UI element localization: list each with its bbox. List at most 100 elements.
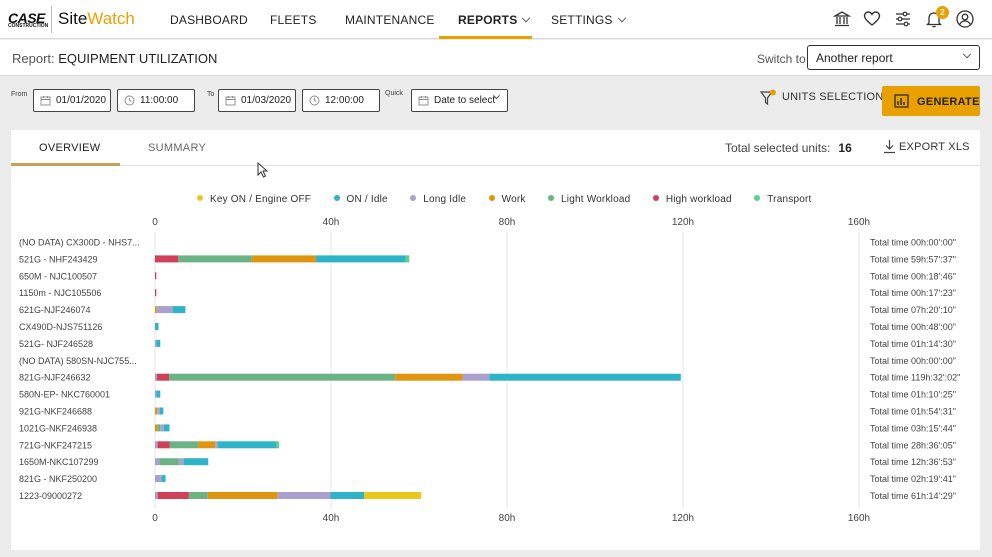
bar-segment: [156, 390, 161, 398]
tab-active-indicator: [11, 163, 120, 166]
nav-fleets[interactable]: FLEETS: [270, 13, 317, 27]
bar-segment: [178, 458, 184, 466]
legend-work[interactable]: Work: [488, 194, 526, 205]
switch-report-value: Another report: [816, 51, 893, 65]
legend-label: Work: [501, 194, 526, 205]
sitewatch-logo[interactable]: SiteWatch: [58, 9, 135, 29]
x-tick-label-bottom: 160h: [848, 513, 870, 524]
legend-dot: [410, 195, 417, 201]
total-time-label: Total time 00h:17':23": [870, 288, 956, 298]
bar-segment: [155, 255, 179, 263]
x-tick-label-bottom: 0: [152, 513, 158, 524]
quick-select[interactable]: Date to select: [411, 89, 508, 112]
total-time-label: Total time 28h:36':05": [870, 440, 956, 450]
clock-icon: [309, 95, 320, 106]
from-time-input[interactable]: 11:00:00: [117, 89, 195, 112]
bar-segment: [155, 475, 162, 483]
to-date-input[interactable]: 01/03/2020: [218, 89, 296, 112]
legend-label: Long Idle: [423, 194, 467, 205]
bar-segment: [157, 407, 160, 415]
legend-label: ON / Idle: [346, 194, 388, 205]
filter-icon: [760, 89, 776, 106]
export-xls-button[interactable]: EXPORT XLS: [883, 140, 970, 154]
tab-summary[interactable]: SUMMARY: [148, 142, 207, 154]
x-tick-label-bottom: 120h: [672, 513, 694, 524]
generate-button[interactable]: GENERATE: [882, 86, 980, 116]
sitewatch-logo-site: Site: [58, 9, 88, 28]
bank-icon[interactable]: [832, 9, 852, 29]
report-card: OVERVIEW SUMMARY Total selected units: 16…: [11, 130, 980, 550]
bar-segment: [155, 373, 157, 381]
bar-segment: [157, 492, 189, 499]
from-date-input[interactable]: 01/01/2020: [33, 89, 111, 112]
bar-segment: [395, 373, 463, 381]
bar-segment: [155, 441, 158, 449]
export-xls-label: EXPORT XLS: [899, 141, 970, 153]
total-units-value: 16: [838, 141, 852, 155]
switch-report-select[interactable]: Another report: [807, 45, 980, 70]
legend-transport[interactable]: Transport: [754, 194, 811, 205]
unit-label: 1650M-NKC107299: [19, 457, 99, 467]
bar-segment: [155, 323, 159, 330]
report-title-name: EQUIPMENT UTILIZATION: [58, 51, 218, 66]
units-selection-button[interactable]: UNITS SELECTION: [760, 89, 883, 106]
to-time-input[interactable]: 12:00:00: [302, 89, 380, 112]
report-title: Report: EQUIPMENT UTILIZATION: [12, 51, 217, 66]
report-title-label: Report:: [12, 51, 55, 66]
user-icon[interactable]: [955, 9, 975, 29]
chevron-down-icon: [617, 13, 626, 23]
bar-segment: [159, 407, 164, 415]
unit-label: 1223-09000272: [19, 491, 82, 501]
notification-badge: 2: [936, 6, 949, 19]
legend-on-idle[interactable]: ON / Idle: [333, 194, 388, 205]
bar-segment: [215, 441, 218, 449]
bar-segment: [364, 492, 422, 499]
legend-dot: [488, 195, 495, 201]
top-nav: CASE CONSTRUCTION SiteWatch DASHBOARD FL…: [0, 0, 992, 39]
nav-settings-label: SETTINGS: [551, 13, 613, 27]
chevron-down-icon: [522, 13, 531, 23]
heart-icon[interactable]: [862, 9, 882, 29]
bar-segment: [155, 407, 158, 415]
bar-segment: [155, 272, 157, 280]
total-time-label: Total time 61h:14':29": [870, 491, 956, 501]
bar-segment: [157, 441, 170, 449]
bar-segment: [169, 373, 396, 381]
nav-settings[interactable]: SETTINGS: [551, 13, 626, 27]
report-header: Report: EQUIPMENT UTILIZATION Switch to …: [0, 40, 992, 76]
unit-label: (NO DATA) CX300D - NHS7...: [19, 238, 140, 248]
unit-label: 521G - NHF243429: [19, 254, 98, 264]
bar-segment: [172, 306, 186, 314]
to-label: To: [207, 91, 215, 98]
total-time-label: Total time 119h:32':02": [870, 373, 960, 383]
bar-segment: [159, 458, 179, 466]
bar-segment: [160, 424, 164, 432]
bar-segment: [330, 492, 364, 499]
from-date-value: 01/01/2020: [56, 95, 107, 106]
case-logo[interactable]: CASE CONSTRUCTION: [8, 10, 48, 29]
case-logo-text: CASE: [8, 10, 45, 26]
x-tick-label-top: 160h: [848, 217, 870, 228]
unit-label: 721G-NKF247215: [19, 440, 92, 450]
nav-reports-label: REPORTS: [458, 13, 518, 27]
legend-high-workload[interactable]: High workload: [652, 194, 732, 205]
tab-overview[interactable]: OVERVIEW: [39, 142, 101, 154]
bar-segment: [155, 458, 160, 466]
calendar-icon: [418, 96, 429, 106]
unit-label: 821G - NKF250200: [19, 474, 97, 484]
legend-key-on[interactable]: Key ON / Engine OFF: [197, 194, 311, 205]
nav-maintenance[interactable]: MAINTENANCE: [345, 13, 435, 27]
utilization-chart: 0 0 40h 40h 80h 80h 120h 120h 160h 160h (NO DATA) …: [19, 217, 960, 524]
bar-segment: [161, 475, 166, 483]
bar-segment: [156, 306, 173, 314]
total-time-label: Total time 00h:18':46": [870, 271, 956, 281]
sliders-icon[interactable]: [893, 9, 913, 29]
legend-long-idle[interactable]: Long Idle: [410, 194, 466, 205]
total-time-label: Total time 59h:57':37": [870, 254, 956, 264]
nav-dashboard[interactable]: DASHBOARD: [170, 13, 248, 27]
to-date-value: 01/03/2020: [241, 95, 292, 106]
legend-light-workload[interactable]: Light Workload: [548, 194, 630, 205]
bar-segment: [156, 373, 170, 381]
total-time-label: Total time 00h:00':00": [870, 238, 956, 248]
nav-reports[interactable]: REPORTS: [458, 13, 531, 27]
